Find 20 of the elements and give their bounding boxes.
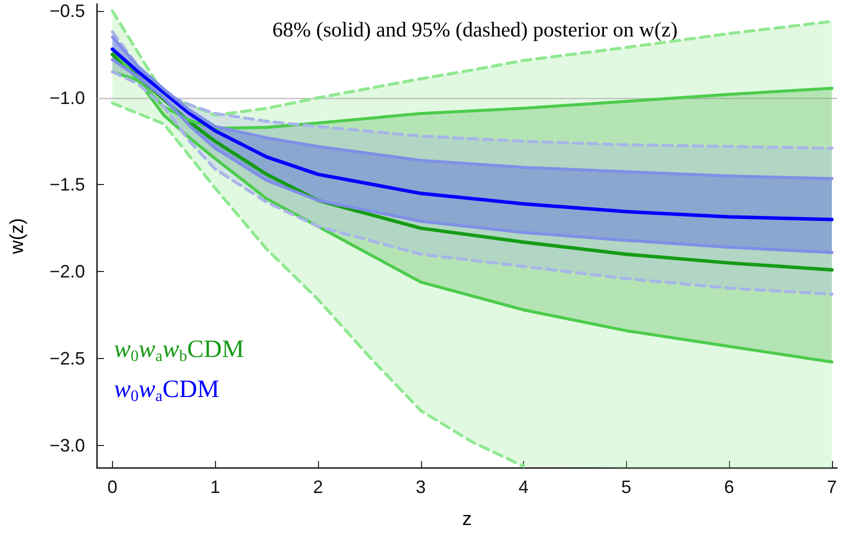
y-tick-label: −0.5: [49, 0, 85, 21]
x-axis-title: z: [462, 509, 472, 530]
y-tick-label: −2.5: [49, 348, 85, 369]
x-tick-label: 4: [518, 477, 529, 497]
x-tick-label: 0: [107, 477, 118, 497]
line-series: [110, 70, 834, 296]
x-tick-label: 7: [826, 477, 837, 497]
line-series: [110, 102, 526, 468]
x-tick-label: 6: [724, 477, 734, 497]
x-tick-label: 2: [312, 477, 323, 497]
text: 68% (solid) and 95% (dashed) posterior on w(z): [272, 18, 678, 42]
y-tick-label: −1.5: [49, 174, 85, 195]
x-tick-label: 3: [416, 477, 426, 497]
y-tick-label: −1.0: [49, 88, 85, 108]
x-tick-label: 5: [621, 477, 632, 497]
y-tick-label: −3.0: [49, 435, 85, 456]
x-tick-label: 1: [210, 477, 220, 497]
y-tick-label: −2.0: [49, 262, 85, 282]
line-series: [110, 47, 834, 222]
y-axis-title: w(z): [7, 218, 28, 255]
